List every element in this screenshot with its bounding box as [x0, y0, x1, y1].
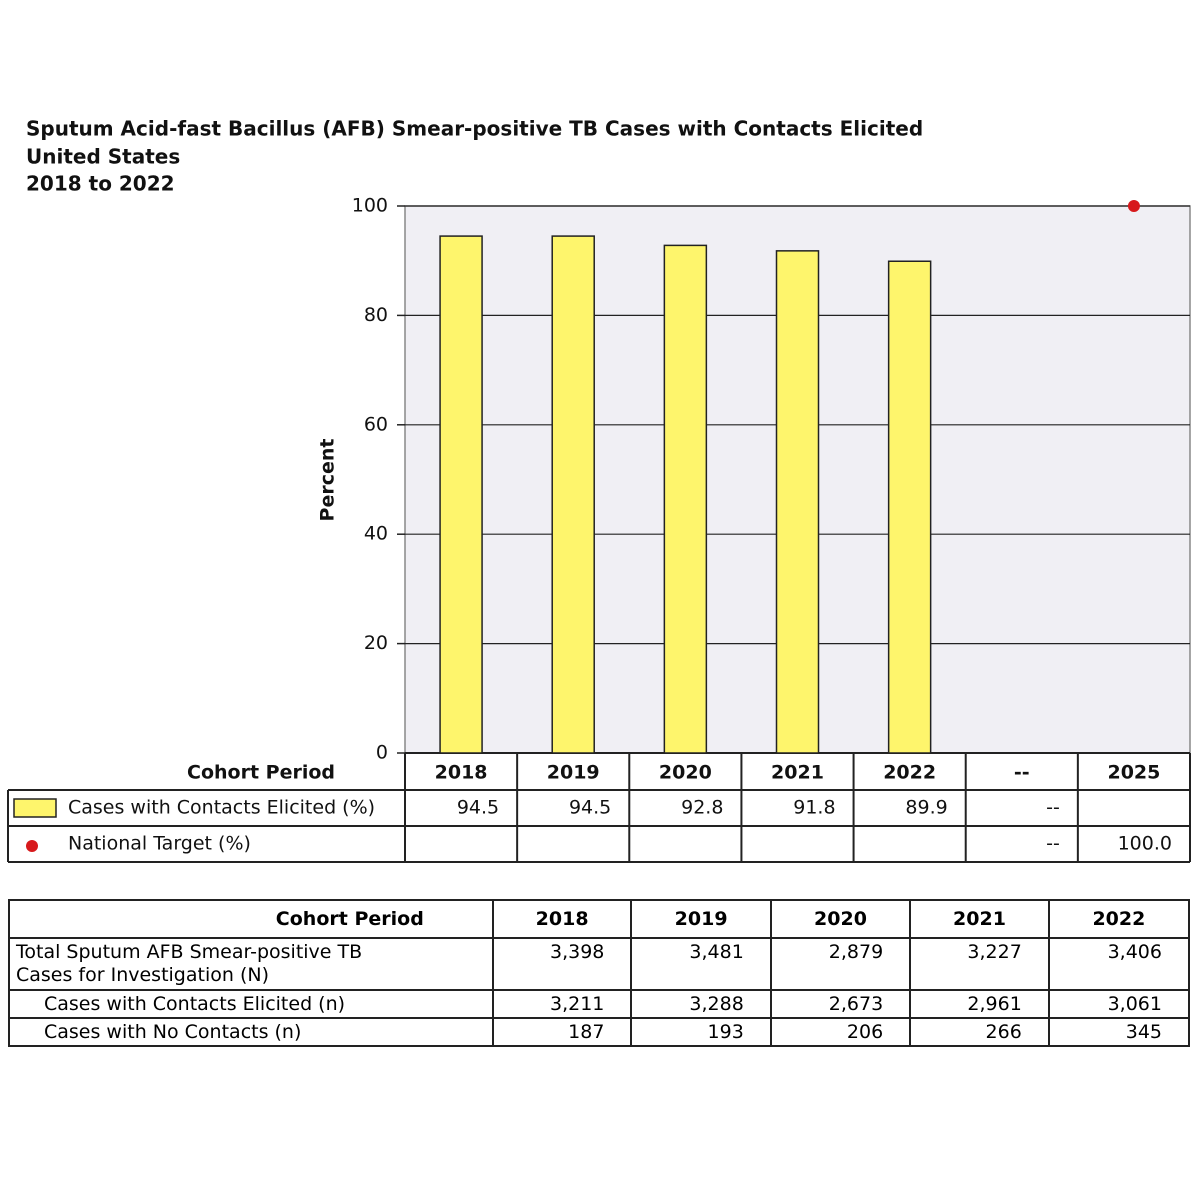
column-header: Cohort Period: [8, 899, 494, 939]
value-label: --: [1046, 833, 1060, 855]
value-label: 89.9: [905, 797, 947, 819]
y-tick-label: 40: [364, 523, 388, 545]
x-tick-label: 2018: [435, 762, 488, 784]
bar: [439, 235, 483, 754]
table-cell: 2,961: [909, 989, 1050, 1019]
table-cell: 2,879: [769, 937, 912, 991]
table-cell: 3,227: [909, 937, 1050, 991]
x-tick-label: 2019: [547, 762, 600, 784]
table-row: Cases with No Contacts (n) 187 193 206 266 34…: [8, 1017, 1191, 1047]
value-label: 94.5: [457, 797, 499, 819]
row-label: Cases with No Contacts (n): [8, 1017, 494, 1047]
value-label: 100.0: [1118, 833, 1172, 855]
value-label: --: [1046, 797, 1060, 819]
bar: [887, 260, 932, 754]
column-header: 2021: [909, 899, 1050, 939]
row-label: Cases with Contacts Elicited (n): [8, 989, 494, 1019]
value-label: 91.8: [793, 797, 835, 819]
bar: [775, 250, 820, 754]
chart-subtitle: 2018 to 2022: [26, 172, 175, 196]
value-label: 94.5: [569, 797, 611, 819]
x-tick-label: 2022: [883, 762, 936, 784]
row-label: Total Sputum AFB Smear-positive TB Cases…: [8, 937, 494, 991]
table-cell: 345: [1047, 1017, 1191, 1047]
x-axis-label: Cohort Period: [187, 762, 335, 784]
table-cell: 3,061: [1047, 989, 1191, 1019]
table-cell: 3,211: [491, 989, 633, 1019]
legend-label: Cases with Contacts Elicited (%): [68, 797, 375, 819]
table-header-row: Cohort Period 2018 2019 2020 2021 2022: [8, 899, 1191, 939]
table-row: Total Sputum AFB Smear-positive TB Cases…: [8, 937, 1191, 991]
table-row: Cases with Contacts Elicited (n) 3,211 3,2…: [8, 989, 1191, 1019]
column-header: 2018: [491, 899, 633, 939]
data-table: Cohort Period 2018 2019 2020 2021 2022 Total S…: [8, 899, 1191, 1047]
chart-title: Sputum Acid-fast Bacillus (AFB) Smear-po…: [26, 117, 923, 141]
table-cell: 266: [909, 1017, 1050, 1047]
value-label: 92.8: [681, 797, 723, 819]
table-cell: 3,406: [1047, 937, 1191, 991]
bar: [551, 235, 595, 754]
y-axis-label: Percent: [317, 439, 339, 522]
y-tick-label: 0: [376, 742, 388, 764]
legend-swatch: [13, 798, 57, 818]
column-header: 2019: [630, 899, 772, 939]
chart-subtitle: United States: [26, 145, 180, 169]
x-tick-label: 2025: [1107, 762, 1160, 784]
target-point: [1127, 200, 1140, 212]
y-tick-label: 20: [364, 632, 388, 654]
table-cell: 3,288: [630, 989, 772, 1019]
column-header: 2022: [1047, 899, 1191, 939]
chart: Sputum Acid-fast Bacillus (AFB) Smear-po…: [7, 117, 1191, 863]
legend-swatch: [26, 840, 38, 852]
table-cell: 3,398: [491, 937, 633, 991]
table-cell: 193: [630, 1017, 772, 1047]
table-cell: 2,673: [769, 989, 912, 1019]
y-tick-label: 100: [352, 195, 388, 217]
table-cell: 3,481: [630, 937, 772, 991]
bar: [663, 244, 708, 754]
table-cell: 206: [769, 1017, 912, 1047]
x-tick-label: --: [1014, 762, 1030, 784]
x-tick-label: 2021: [771, 762, 824, 784]
y-tick-label: 80: [364, 304, 388, 326]
column-header: 2020: [769, 899, 912, 939]
table-cell: 187: [491, 1017, 633, 1047]
x-tick-label: 2020: [659, 762, 712, 784]
y-tick-label: 60: [364, 413, 388, 435]
legend-label: National Target (%): [68, 833, 251, 855]
